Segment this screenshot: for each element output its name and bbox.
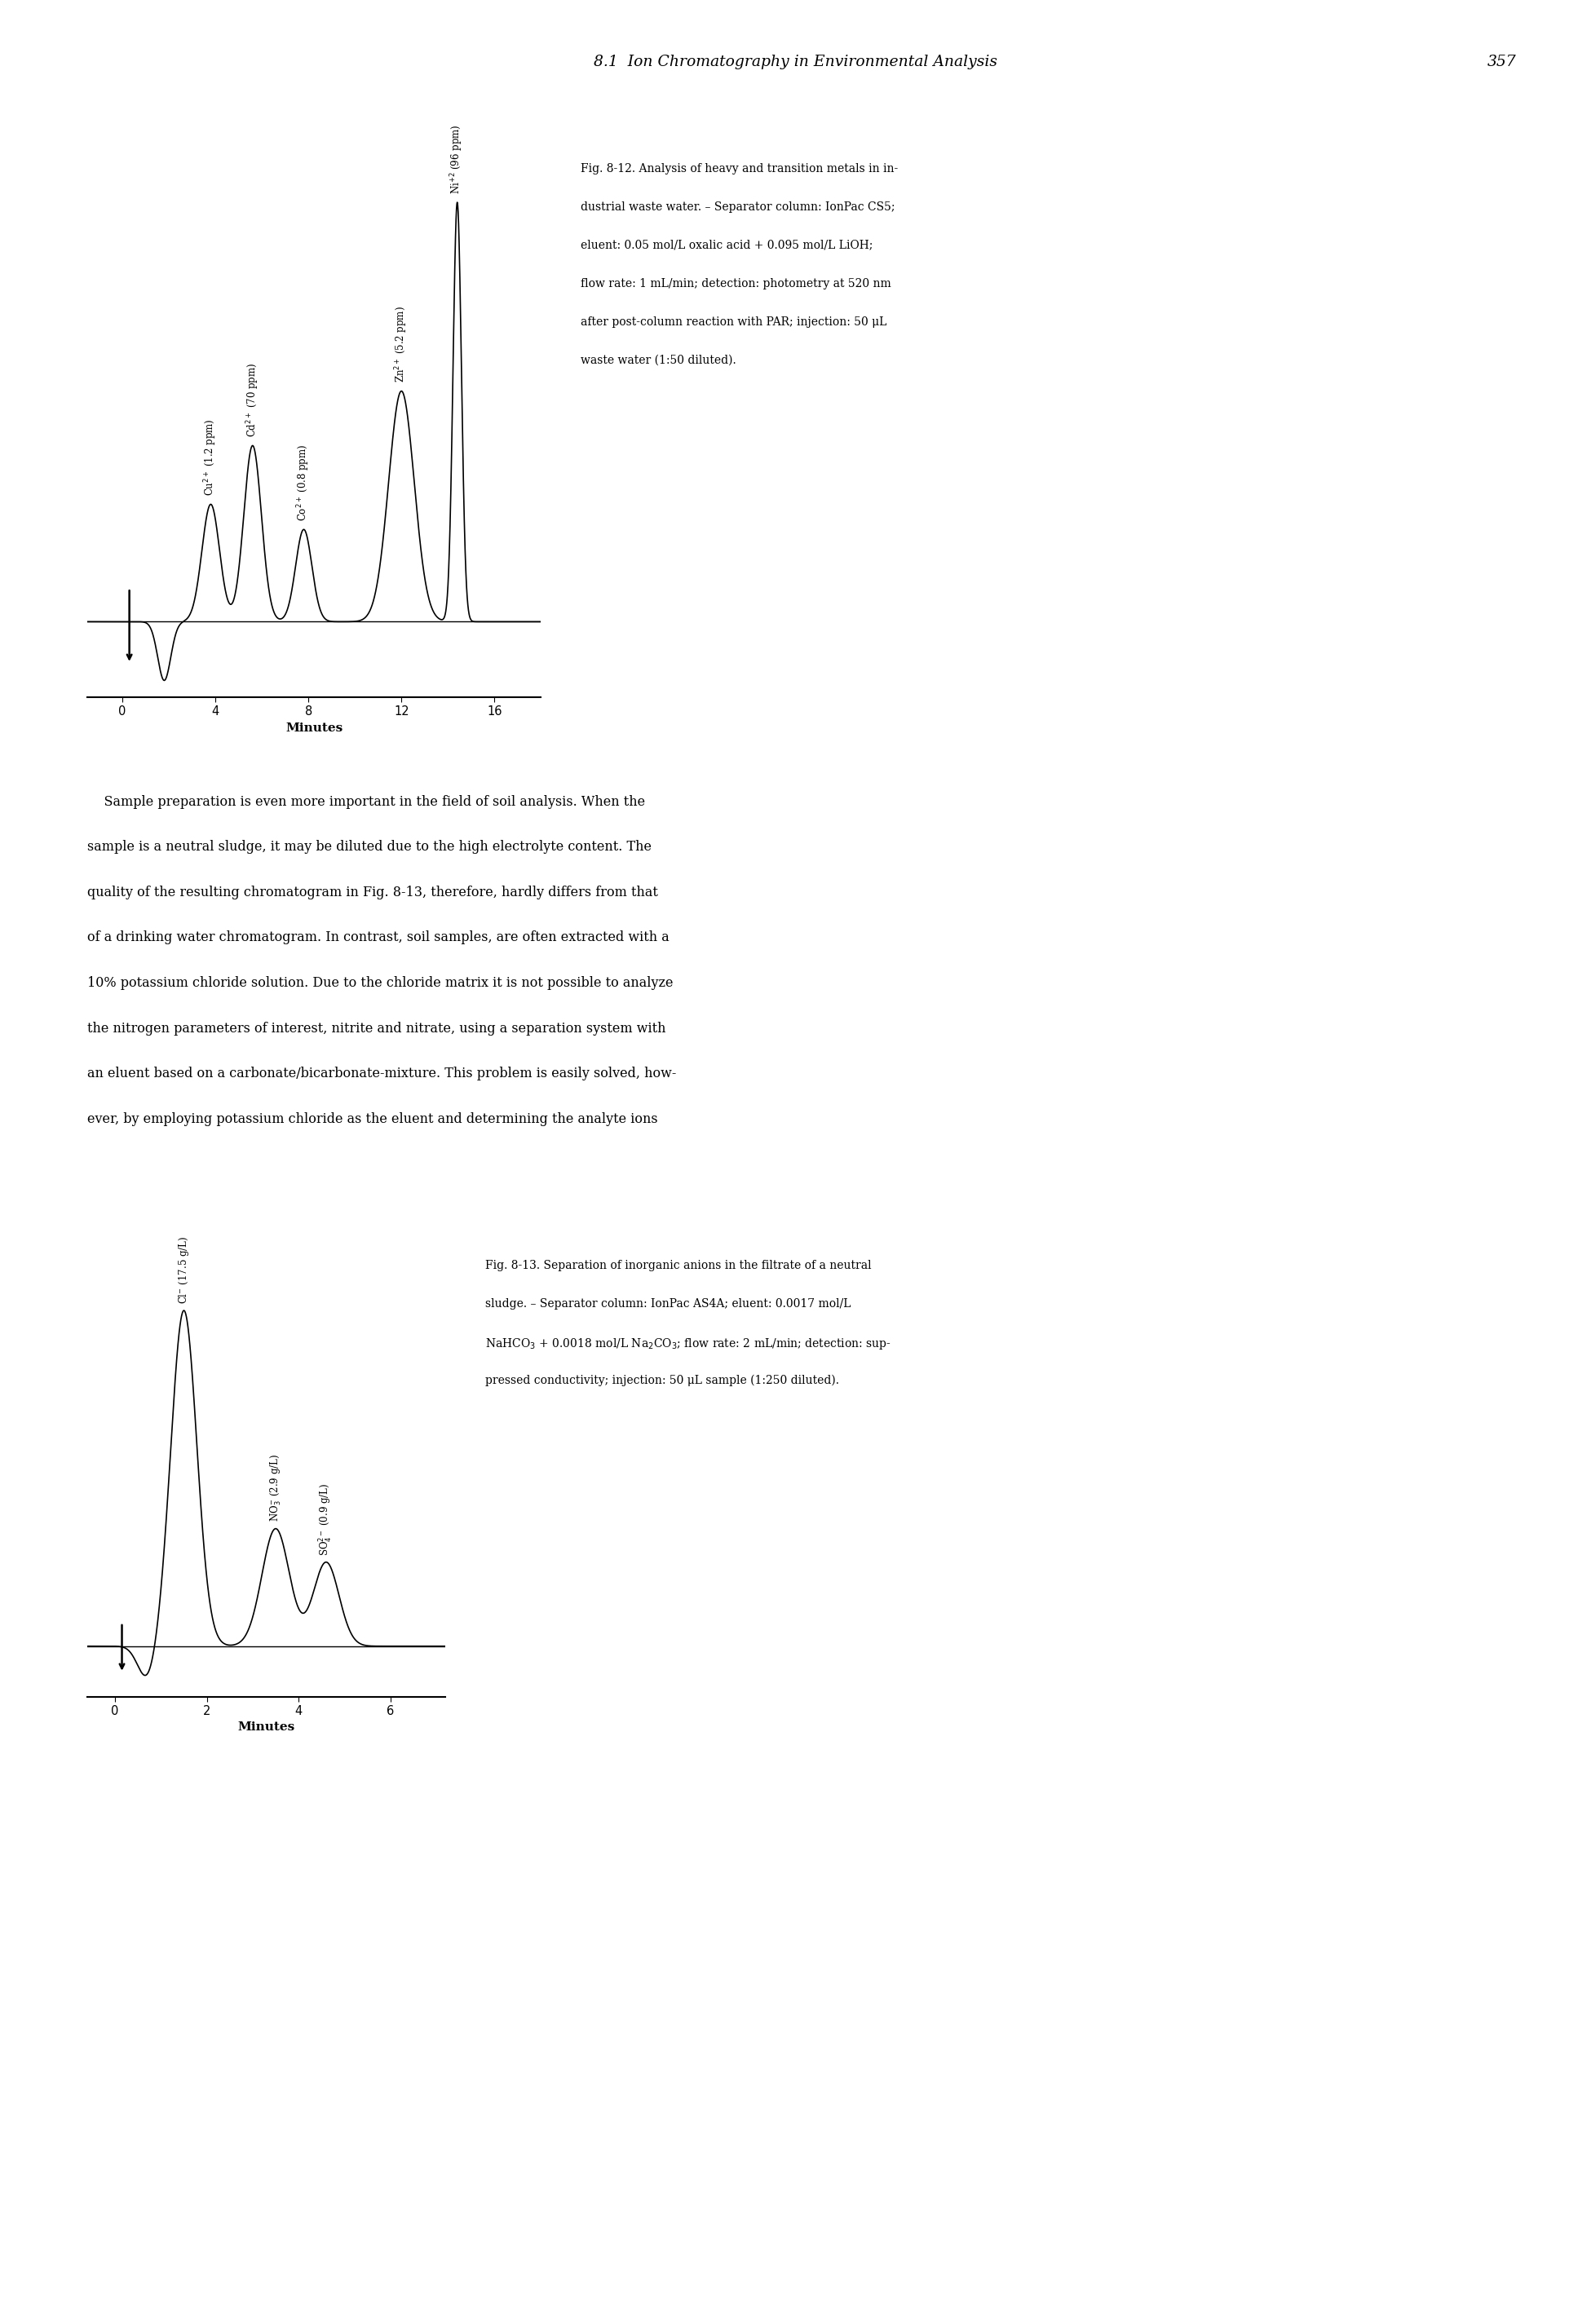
Text: Cu$^{2+}$ (1.2 ppm): Cu$^{2+}$ (1.2 ppm) [202, 418, 218, 495]
Text: Co$^{2+}$ (0.8 ppm): Co$^{2+}$ (0.8 ppm) [296, 444, 312, 521]
Text: sludge. – Separator column: IonPac AS4A; eluent: 0.0017 mol/L: sludge. – Separator column: IonPac AS4A;… [485, 1297, 851, 1308]
Text: 357: 357 [1488, 56, 1516, 70]
Text: Sample preparation is even more important in the field of soil analysis. When th: Sample preparation is even more importan… [88, 795, 646, 809]
Text: pressed conductivity; injection: 50 μL sample (1:250 diluted).: pressed conductivity; injection: 50 μL s… [485, 1373, 838, 1387]
Text: NaHCO$_{3}$ + 0.0018 mol/L Na$_{2}$CO$_{3}$; flow rate: 2 mL/min; detection: sup: NaHCO$_{3}$ + 0.0018 mol/L Na$_{2}$CO$_{… [485, 1336, 891, 1350]
Text: 10% potassium chloride solution. Due to the chloride matrix it is not possible t: 10% potassium chloride solution. Due to … [88, 976, 673, 990]
Text: sample is a neutral sludge, it may be diluted due to the high electrolyte conten: sample is a neutral sludge, it may be di… [88, 841, 652, 853]
Text: Fig. 8-12. Analysis of heavy and transition metals in in-: Fig. 8-12. Analysis of heavy and transit… [581, 163, 899, 174]
Text: ever, by employing potassium chloride as the eluent and determining the analyte : ever, by employing potassium chloride as… [88, 1111, 659, 1125]
Text: the nitrogen parameters of interest, nitrite and nitrate, using a separation sys: the nitrogen parameters of interest, nit… [88, 1023, 667, 1034]
Text: quality of the resulting chromatogram in Fig. 8-13, therefore, hardly differs fr: quality of the resulting chromatogram in… [88, 885, 659, 899]
Text: waste water (1:50 diluted).: waste water (1:50 diluted). [581, 356, 737, 365]
Text: of a drinking water chromatogram. In contrast, soil samples, are often extracted: of a drinking water chromatogram. In con… [88, 932, 670, 944]
Text: flow rate: 1 mL/min; detection: photometry at 520 nm: flow rate: 1 mL/min; detection: photomet… [581, 279, 891, 288]
X-axis label: Minutes: Minutes [285, 723, 344, 734]
Text: Zn$^{2+}$ (5.2 ppm): Zn$^{2+}$ (5.2 ppm) [393, 307, 409, 383]
Text: Cl$^{-}$ (17.5 g/L): Cl$^{-}$ (17.5 g/L) [177, 1236, 191, 1304]
Text: Fig. 8-13. Separation of inorganic anions in the filtrate of a neutral: Fig. 8-13. Separation of inorganic anion… [485, 1260, 872, 1271]
Text: an eluent based on a carbonate/bicarbonate-mixture. This problem is easily solve: an eluent based on a carbonate/bicarbona… [88, 1067, 676, 1081]
Text: eluent: 0.05 mol/L oxalic acid + 0.095 mol/L LiOH;: eluent: 0.05 mol/L oxalic acid + 0.095 m… [581, 239, 873, 251]
Text: Cd$^{2+}$ (70 ppm): Cd$^{2+}$ (70 ppm) [245, 363, 261, 437]
Text: dustrial waste water. – Separator column: IonPac CS5;: dustrial waste water. – Separator column… [581, 200, 896, 211]
Text: Ni$^{+2}$ (96 ppm): Ni$^{+2}$ (96 ppm) [449, 123, 465, 193]
X-axis label: Minutes: Minutes [237, 1722, 296, 1734]
Text: NO$_{3}^{-}$ (2.9 g/L): NO$_{3}^{-}$ (2.9 g/L) [269, 1455, 283, 1522]
Text: after post-column reaction with PAR; injection: 50 μL: after post-column reaction with PAR; inj… [581, 316, 886, 328]
Text: 8.1  Ion Chromatography in Environmental Analysis: 8.1 Ion Chromatography in Environmental … [593, 56, 998, 70]
Text: SO$_{4}^{2-}$ (0.9 g/L): SO$_{4}^{2-}$ (0.9 g/L) [318, 1483, 334, 1555]
